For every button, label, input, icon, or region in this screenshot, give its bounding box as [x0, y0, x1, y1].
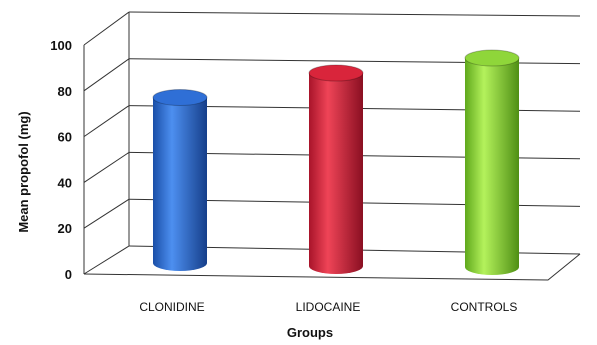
bar-top — [152, 89, 208, 107]
x-axis-categories: CLONIDINE LIDOCAINE CONTROLS — [139, 300, 517, 314]
y-tick-label: 100 — [50, 38, 72, 53]
gridline-back-100 — [128, 11, 581, 17]
x-tick-label: LIDOCAINE — [296, 300, 361, 314]
bar-clonidine — [152, 89, 208, 271]
gridline-left-80 — [83, 58, 130, 92]
gridline-left-100 — [83, 11, 130, 46]
bar-lidocaine — [308, 64, 364, 274]
bar-body — [309, 73, 363, 274]
floor-front-edge — [83, 253, 581, 281]
gridline-left-20 — [83, 198, 130, 229]
bar-controls — [464, 49, 520, 275]
y-axis-title: Mean propofol (mg) — [16, 111, 31, 232]
x-axis-title: Groups — [287, 325, 333, 340]
gridline-left-0 — [83, 245, 130, 275]
y-axis-ticks: 0 20 40 60 80 100 — [50, 38, 72, 282]
y-tick-label: 0 — [65, 267, 72, 282]
y-tick-label: 20 — [58, 221, 72, 236]
bar-top — [308, 64, 364, 82]
x-tick-label: CONTROLS — [451, 300, 518, 314]
y-tick-label: 40 — [58, 175, 72, 190]
gridline-left-40 — [83, 151, 130, 183]
chart-bars — [152, 49, 520, 275]
x-tick-label: CLONIDINE — [139, 300, 204, 314]
bar-top — [464, 49, 520, 67]
bar-body — [153, 97, 207, 271]
y-tick-label: 80 — [58, 84, 72, 99]
y-tick-label: 60 — [58, 130, 72, 145]
bar-body — [465, 58, 519, 275]
gridline-left-60 — [83, 105, 130, 138]
